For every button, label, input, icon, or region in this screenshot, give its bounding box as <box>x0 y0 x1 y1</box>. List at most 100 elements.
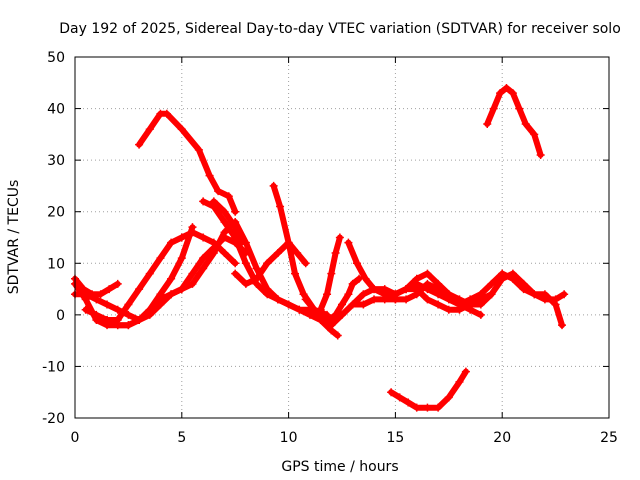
data-point <box>348 279 357 288</box>
data-point <box>220 207 229 216</box>
data-point <box>333 331 342 340</box>
data-point <box>188 279 197 288</box>
data-point <box>316 305 325 314</box>
data-series-s19 <box>402 269 485 319</box>
data-trace-line <box>232 239 309 287</box>
data-point <box>105 285 114 294</box>
data-point <box>81 290 90 299</box>
data-point <box>530 290 539 299</box>
data-point <box>476 295 485 304</box>
data-traces <box>71 83 569 412</box>
data-point <box>476 310 485 319</box>
data-point <box>325 316 334 325</box>
axes: 0 5 10 15 20 25 -20 -10 0 10 20 30 40 50 <box>42 50 618 446</box>
data-point <box>461 367 470 376</box>
data-point <box>113 279 122 288</box>
data-point <box>455 377 464 386</box>
data-point <box>299 290 308 299</box>
data-point <box>209 197 218 206</box>
data-point <box>220 218 229 227</box>
data-series-s11 <box>231 238 310 288</box>
y-tick-label: 50 <box>47 50 65 66</box>
data-point <box>391 290 400 299</box>
data-point <box>220 248 229 257</box>
data-series-s18 <box>391 285 496 314</box>
data-point <box>293 248 302 257</box>
y-tick-label: -20 <box>42 411 65 427</box>
y-tick-label: 10 <box>47 256 65 272</box>
data-point <box>124 321 133 330</box>
data-point <box>540 290 549 299</box>
data-point <box>284 300 293 309</box>
data-series-s6 <box>103 228 240 325</box>
data-point <box>361 274 370 283</box>
data-point <box>231 269 240 278</box>
y-tick-label: -10 <box>42 359 65 375</box>
data-point <box>404 398 413 407</box>
data-trace-line <box>388 368 469 411</box>
data-point <box>103 300 112 309</box>
data-point <box>188 223 197 232</box>
data-point <box>241 259 250 268</box>
data-point <box>291 269 300 278</box>
y-tick-label: 20 <box>47 205 65 221</box>
data-trace-line <box>392 286 495 313</box>
data-point <box>395 393 404 402</box>
data-point <box>434 403 443 412</box>
data-point <box>370 285 379 294</box>
data-trace-line <box>72 275 121 298</box>
data-series-s20 <box>483 83 545 159</box>
data-point <box>487 279 496 288</box>
plot-frame <box>74 56 610 419</box>
x-tick-label: 25 <box>600 430 618 446</box>
data-point <box>344 290 353 299</box>
data-point <box>295 305 304 314</box>
data-point <box>508 269 517 278</box>
data-point <box>135 316 144 325</box>
data-point <box>496 89 505 98</box>
chart-title: Day 192 of 2025, Sidereal Day-to-day VTE… <box>59 21 621 37</box>
x-tick-label: 15 <box>386 430 404 446</box>
data-point <box>135 285 144 294</box>
data-point <box>551 300 560 309</box>
data-point <box>231 207 240 216</box>
data-point <box>508 89 517 98</box>
data-point <box>444 393 453 402</box>
data-point <box>434 279 443 288</box>
data-point <box>276 202 285 211</box>
data-point <box>348 300 357 309</box>
data-point <box>412 285 421 294</box>
data-point <box>331 248 340 257</box>
data-point <box>199 254 208 263</box>
y-tick-label: 0 <box>56 308 65 324</box>
data-point <box>359 300 368 309</box>
data-point <box>263 259 272 268</box>
data-trace-line <box>403 270 484 318</box>
data-point <box>177 125 186 134</box>
data-point <box>380 295 389 304</box>
data-trace-line <box>210 198 245 246</box>
data-point <box>237 238 246 247</box>
data-point <box>444 290 453 299</box>
data-point <box>177 254 186 263</box>
data-point <box>301 259 310 268</box>
data-point <box>205 171 214 180</box>
data-point <box>145 125 154 134</box>
data-point <box>352 259 361 268</box>
data-point <box>113 321 122 330</box>
data-point <box>199 264 208 273</box>
data-point <box>344 238 353 247</box>
data-point <box>145 269 154 278</box>
data-point <box>199 233 208 242</box>
data-point <box>402 285 411 294</box>
y-axis-label: SDTVAR / TECUs <box>6 180 22 295</box>
data-point <box>92 310 101 319</box>
data-point <box>359 290 368 299</box>
data-point <box>103 316 112 325</box>
data-point <box>466 305 475 314</box>
data-point <box>318 310 327 319</box>
x-tick-label: 0 <box>71 430 80 446</box>
data-point <box>502 83 511 92</box>
data-point <box>167 274 176 283</box>
